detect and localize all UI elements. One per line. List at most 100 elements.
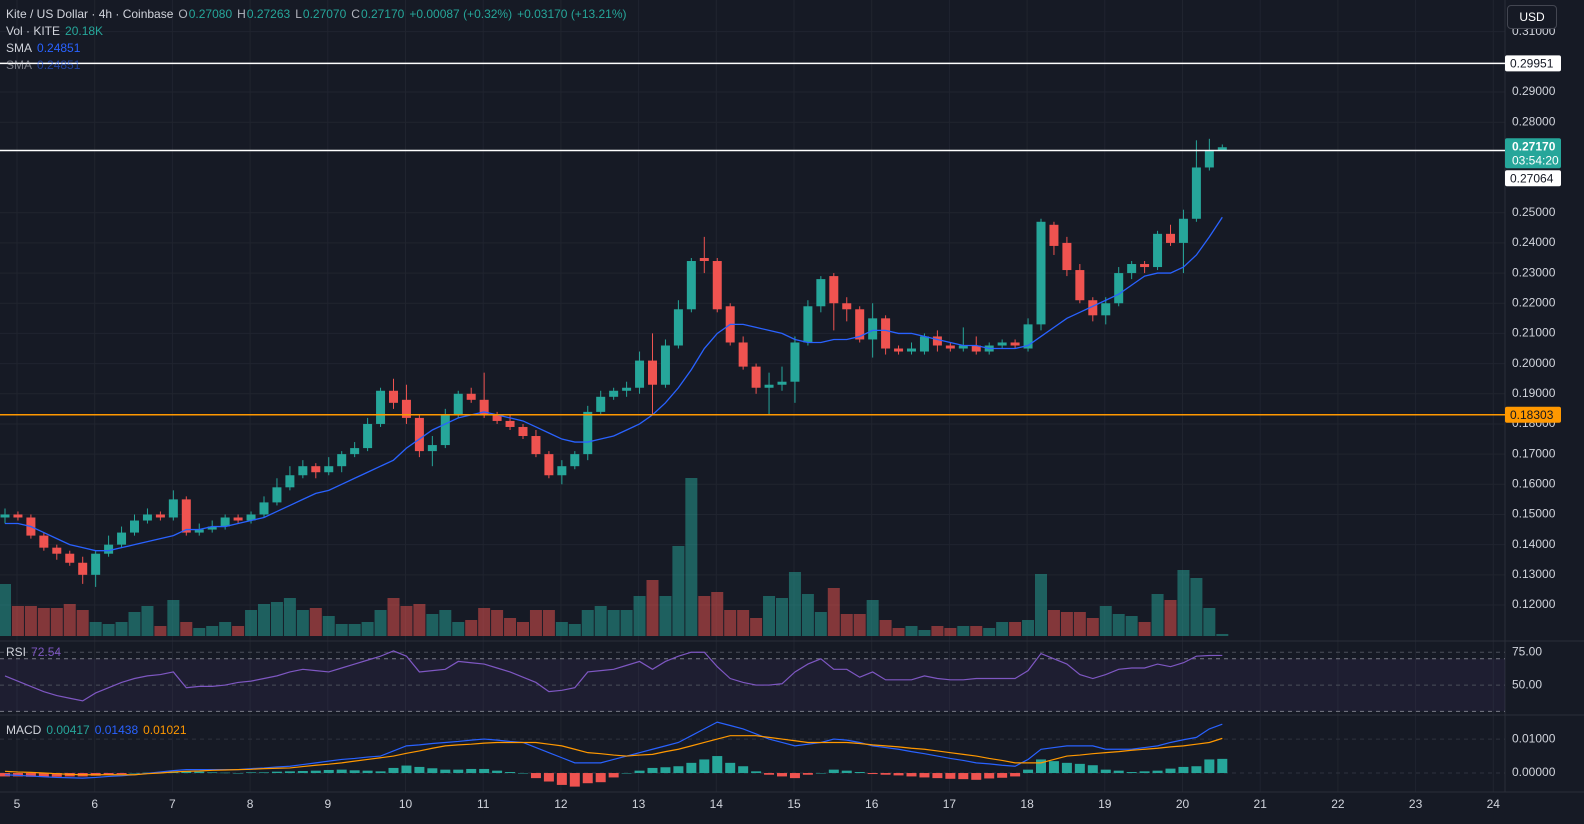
macd-histogram-bar [51,773,62,777]
macd-legend: MACD 0.00417 0.01438 0.01021 [6,722,187,738]
volume-bar [11,606,24,636]
volume-bar [167,600,180,636]
volume-bar [387,598,400,636]
header-legend: Kite / US Dollar · 4h · Coinbase O 0.2708… [6,6,627,22]
volume-bar [970,626,983,636]
y-tick-label: 0.15000 [1512,507,1556,521]
macd-histogram-bar [1178,766,1189,774]
volume-bar [361,622,374,636]
candle-body [39,535,49,548]
candle-body [1023,324,1033,349]
volume-bar [335,624,348,636]
x-tick-label: 10 [399,797,413,811]
volume-bar [957,626,970,636]
volume-bar [905,626,918,636]
macd-histogram-bar [1010,773,1021,777]
volume-bar [154,626,167,636]
macd-histogram-bar [375,771,386,774]
y-tick-label: 0.25000 [1512,205,1556,219]
value: 0.27080 [188,7,233,21]
macd-histogram-bar [880,773,891,775]
volume-legend: Vol · KITE 20.18K [6,23,103,39]
macd-histogram-bar [284,771,295,774]
x-tick-label: 11 [477,797,490,811]
macd-histogram-bar [220,772,231,774]
candle-body [453,393,463,415]
candle-body [194,529,204,533]
candle-body [401,399,411,418]
sma-line [5,216,1223,552]
value: 0.01021 [143,723,187,737]
macd-histogram-bar [246,772,257,774]
volume-bar [1022,620,1035,636]
macd-histogram-bar [543,773,554,782]
label[interactable]: RSI [6,645,27,659]
label[interactable]: Vol · KITE [6,24,61,38]
candle-body [311,466,321,473]
macd-histogram-bar [867,773,878,775]
volume-bar [879,620,892,636]
value: 0.01438 [94,723,139,737]
volume-bar [542,610,555,636]
volume-bar [776,598,788,636]
macd-histogram-bar [466,768,477,774]
candle-body [635,360,645,388]
candle-body [440,414,450,446]
volume-bar [1112,614,1125,636]
volume-bar [1164,600,1177,636]
volume-bar [258,604,270,636]
y-tick-label: 0.17000 [1512,446,1556,460]
volume-bar [685,478,698,636]
macd-histogram-bar [1048,761,1059,774]
x-tick-label: 12 [554,797,568,811]
volume-bar [1125,616,1138,636]
candle-body [609,390,619,397]
volume-bar [814,612,827,636]
value: 0.27263 [246,7,291,21]
volume-bar [672,546,685,636]
candle-body [1114,273,1124,304]
macd-histogram-bar [1061,762,1072,774]
candle-body [583,411,593,455]
macd-histogram-bar [997,773,1008,778]
macd-histogram-bar [492,770,503,774]
volume-bar [698,596,711,636]
value: 0.27070 [302,7,347,21]
candle-body [492,414,502,421]
value: 0.00417 [46,723,90,737]
x-tick-label: 18 [1020,797,1034,811]
candle-body [142,514,152,521]
volume-bar [788,572,801,636]
label[interactable]: SMA [6,58,33,72]
symbol-title[interactable]: Kite / US Dollar · 4h · Coinbase [6,7,174,21]
volume-bar [439,610,452,636]
candle-body [842,303,852,310]
volume-bar [219,622,232,636]
candle-body [117,532,127,545]
candle-body [181,499,191,533]
currency-button[interactable]: USD [1507,5,1557,29]
x-tick-label: 19 [1098,797,1112,811]
macd-histogram-bar [686,762,697,774]
change-total: +0.03170 (+13.21%) [517,7,627,21]
price-line-label-bg [1505,170,1561,187]
macd-histogram-bar [828,769,839,774]
volume-bar [193,628,206,636]
volume-bar [529,610,542,636]
y-tick-label: 0.12000 [1512,597,1556,611]
volume-bar [918,630,931,636]
volume-bar [413,604,426,636]
volume-bar [737,610,750,636]
macd-histogram-bar [194,771,205,774]
candle-body [751,366,761,388]
candle-body [1075,270,1085,301]
candle-body [168,499,178,518]
macd-histogram-bar [660,767,671,774]
candle-body [324,466,334,473]
label[interactable]: MACD [6,723,42,737]
label[interactable]: SMA [6,41,33,55]
candle-body [518,426,528,437]
candle-body [65,553,75,563]
volume-bar [1151,594,1164,636]
y-tick-label: 50.00 [1512,677,1542,691]
